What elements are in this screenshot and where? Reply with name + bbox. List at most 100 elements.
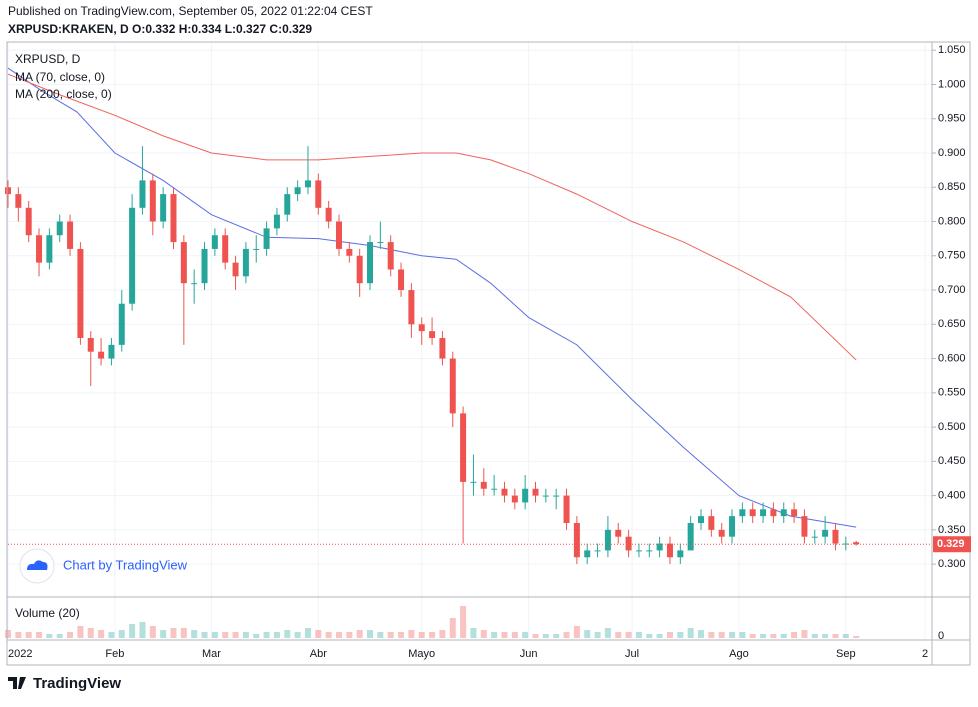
volume-bar [304, 628, 311, 638]
y-tick-label: 0.300 [938, 558, 966, 570]
candle-body [356, 255, 363, 284]
candle-body [811, 536, 818, 538]
volume-bar [346, 632, 353, 638]
moving-average [7, 67, 857, 528]
volume-bar [853, 636, 860, 638]
candle-body [170, 194, 177, 243]
y-tick-label: 1.000 [938, 78, 966, 90]
candle-body [25, 207, 32, 236]
volume-bar [470, 628, 477, 638]
candle-body [573, 523, 580, 558]
volume-bar [604, 628, 611, 638]
volume-bar [563, 632, 570, 638]
legend-symbol: XRPUSD, D [15, 52, 81, 66]
candle-body [729, 516, 736, 537]
candle-body [480, 481, 487, 489]
volume-bar [5, 630, 11, 638]
candle-body [749, 509, 756, 517]
candle-body [118, 303, 125, 345]
volume-bar [294, 632, 301, 638]
candle-body [563, 495, 570, 523]
candle-body [139, 180, 146, 208]
volume-bar [335, 632, 342, 638]
volume-bar [739, 632, 746, 638]
candle-body [542, 495, 549, 497]
volume-bar [573, 626, 580, 638]
candle-body [646, 550, 653, 552]
volume-bar [129, 624, 136, 638]
volume-bar [677, 632, 684, 638]
volume-bar [191, 630, 198, 638]
candle-body [46, 235, 53, 263]
candle-body [594, 550, 601, 552]
candle-body [325, 207, 332, 222]
candle-body [770, 509, 777, 517]
volume-bar [98, 630, 105, 638]
volume-bar [729, 632, 736, 638]
volume-bar [801, 630, 808, 638]
moving-average [7, 73, 857, 361]
candle-body [253, 248, 260, 250]
volume-bar [56, 634, 63, 638]
volume-bar [811, 634, 818, 638]
candle-body [98, 351, 105, 359]
candle-body [398, 269, 405, 291]
volume-bar [625, 632, 632, 638]
volume-bar [180, 628, 187, 638]
volume-bar [749, 634, 756, 638]
candle-body [615, 529, 622, 537]
symbol-line: XRPUSD:KRAKEN, D O:0.332 H:0.334 L:0.327… [8, 22, 312, 36]
legend-ma70: MA (70, close, 0) [15, 70, 105, 84]
volume-bar [842, 634, 849, 638]
candle-body [284, 194, 291, 215]
volume-bar [170, 628, 177, 638]
plot [5, 67, 932, 638]
volume-bar [687, 628, 694, 638]
volume-bar [594, 632, 601, 638]
candle-body [677, 550, 684, 558]
volume-bar [491, 632, 498, 638]
brand-logo [8, 677, 26, 689]
volume-bar [780, 634, 787, 638]
volume-bar [532, 634, 539, 638]
y-tick-label: 0.450 [938, 455, 966, 467]
y-tick-label: 0.800 [938, 215, 966, 227]
published-line: Published on TradingView.com, September … [8, 4, 373, 18]
volume-bar [284, 630, 291, 638]
candle-body [160, 194, 167, 222]
x-tick-label: Mar [202, 648, 221, 660]
volume-bar [511, 632, 518, 638]
brand[interactable]: TradingView [33, 675, 121, 692]
volume-bar [263, 632, 270, 638]
volume-bar [325, 632, 332, 638]
watermark[interactable]: Chart by TradingView [63, 557, 188, 572]
volume-bar [542, 634, 549, 638]
candle-body [460, 413, 467, 482]
candle-body [780, 509, 787, 517]
candle-body [201, 248, 208, 284]
candle-body [222, 235, 229, 263]
volume-bar [242, 632, 249, 638]
candle-body [739, 509, 746, 517]
candle-body [553, 495, 560, 497]
candle-body [511, 495, 518, 503]
candle-body [698, 516, 704, 523]
candle-body [367, 242, 374, 284]
volume-bar [398, 632, 405, 638]
y-tick-label: 0.600 [938, 352, 966, 364]
volume-bar [315, 630, 322, 638]
legend-ma200: MA (200, close, 0) [15, 87, 112, 101]
candle-body [429, 331, 436, 338]
volume-bar [15, 632, 22, 638]
candle-body [211, 235, 218, 249]
x-tick-label: 2022 [8, 648, 32, 660]
candle-body [242, 248, 249, 277]
x-tick-label: Jun [520, 648, 538, 660]
candle-body [801, 516, 808, 537]
volume-bar [160, 630, 167, 638]
volume-bar [760, 634, 767, 638]
candle-body [584, 550, 591, 558]
candle-body [232, 262, 239, 277]
candle-body [687, 523, 694, 551]
candle-body [853, 542, 860, 545]
